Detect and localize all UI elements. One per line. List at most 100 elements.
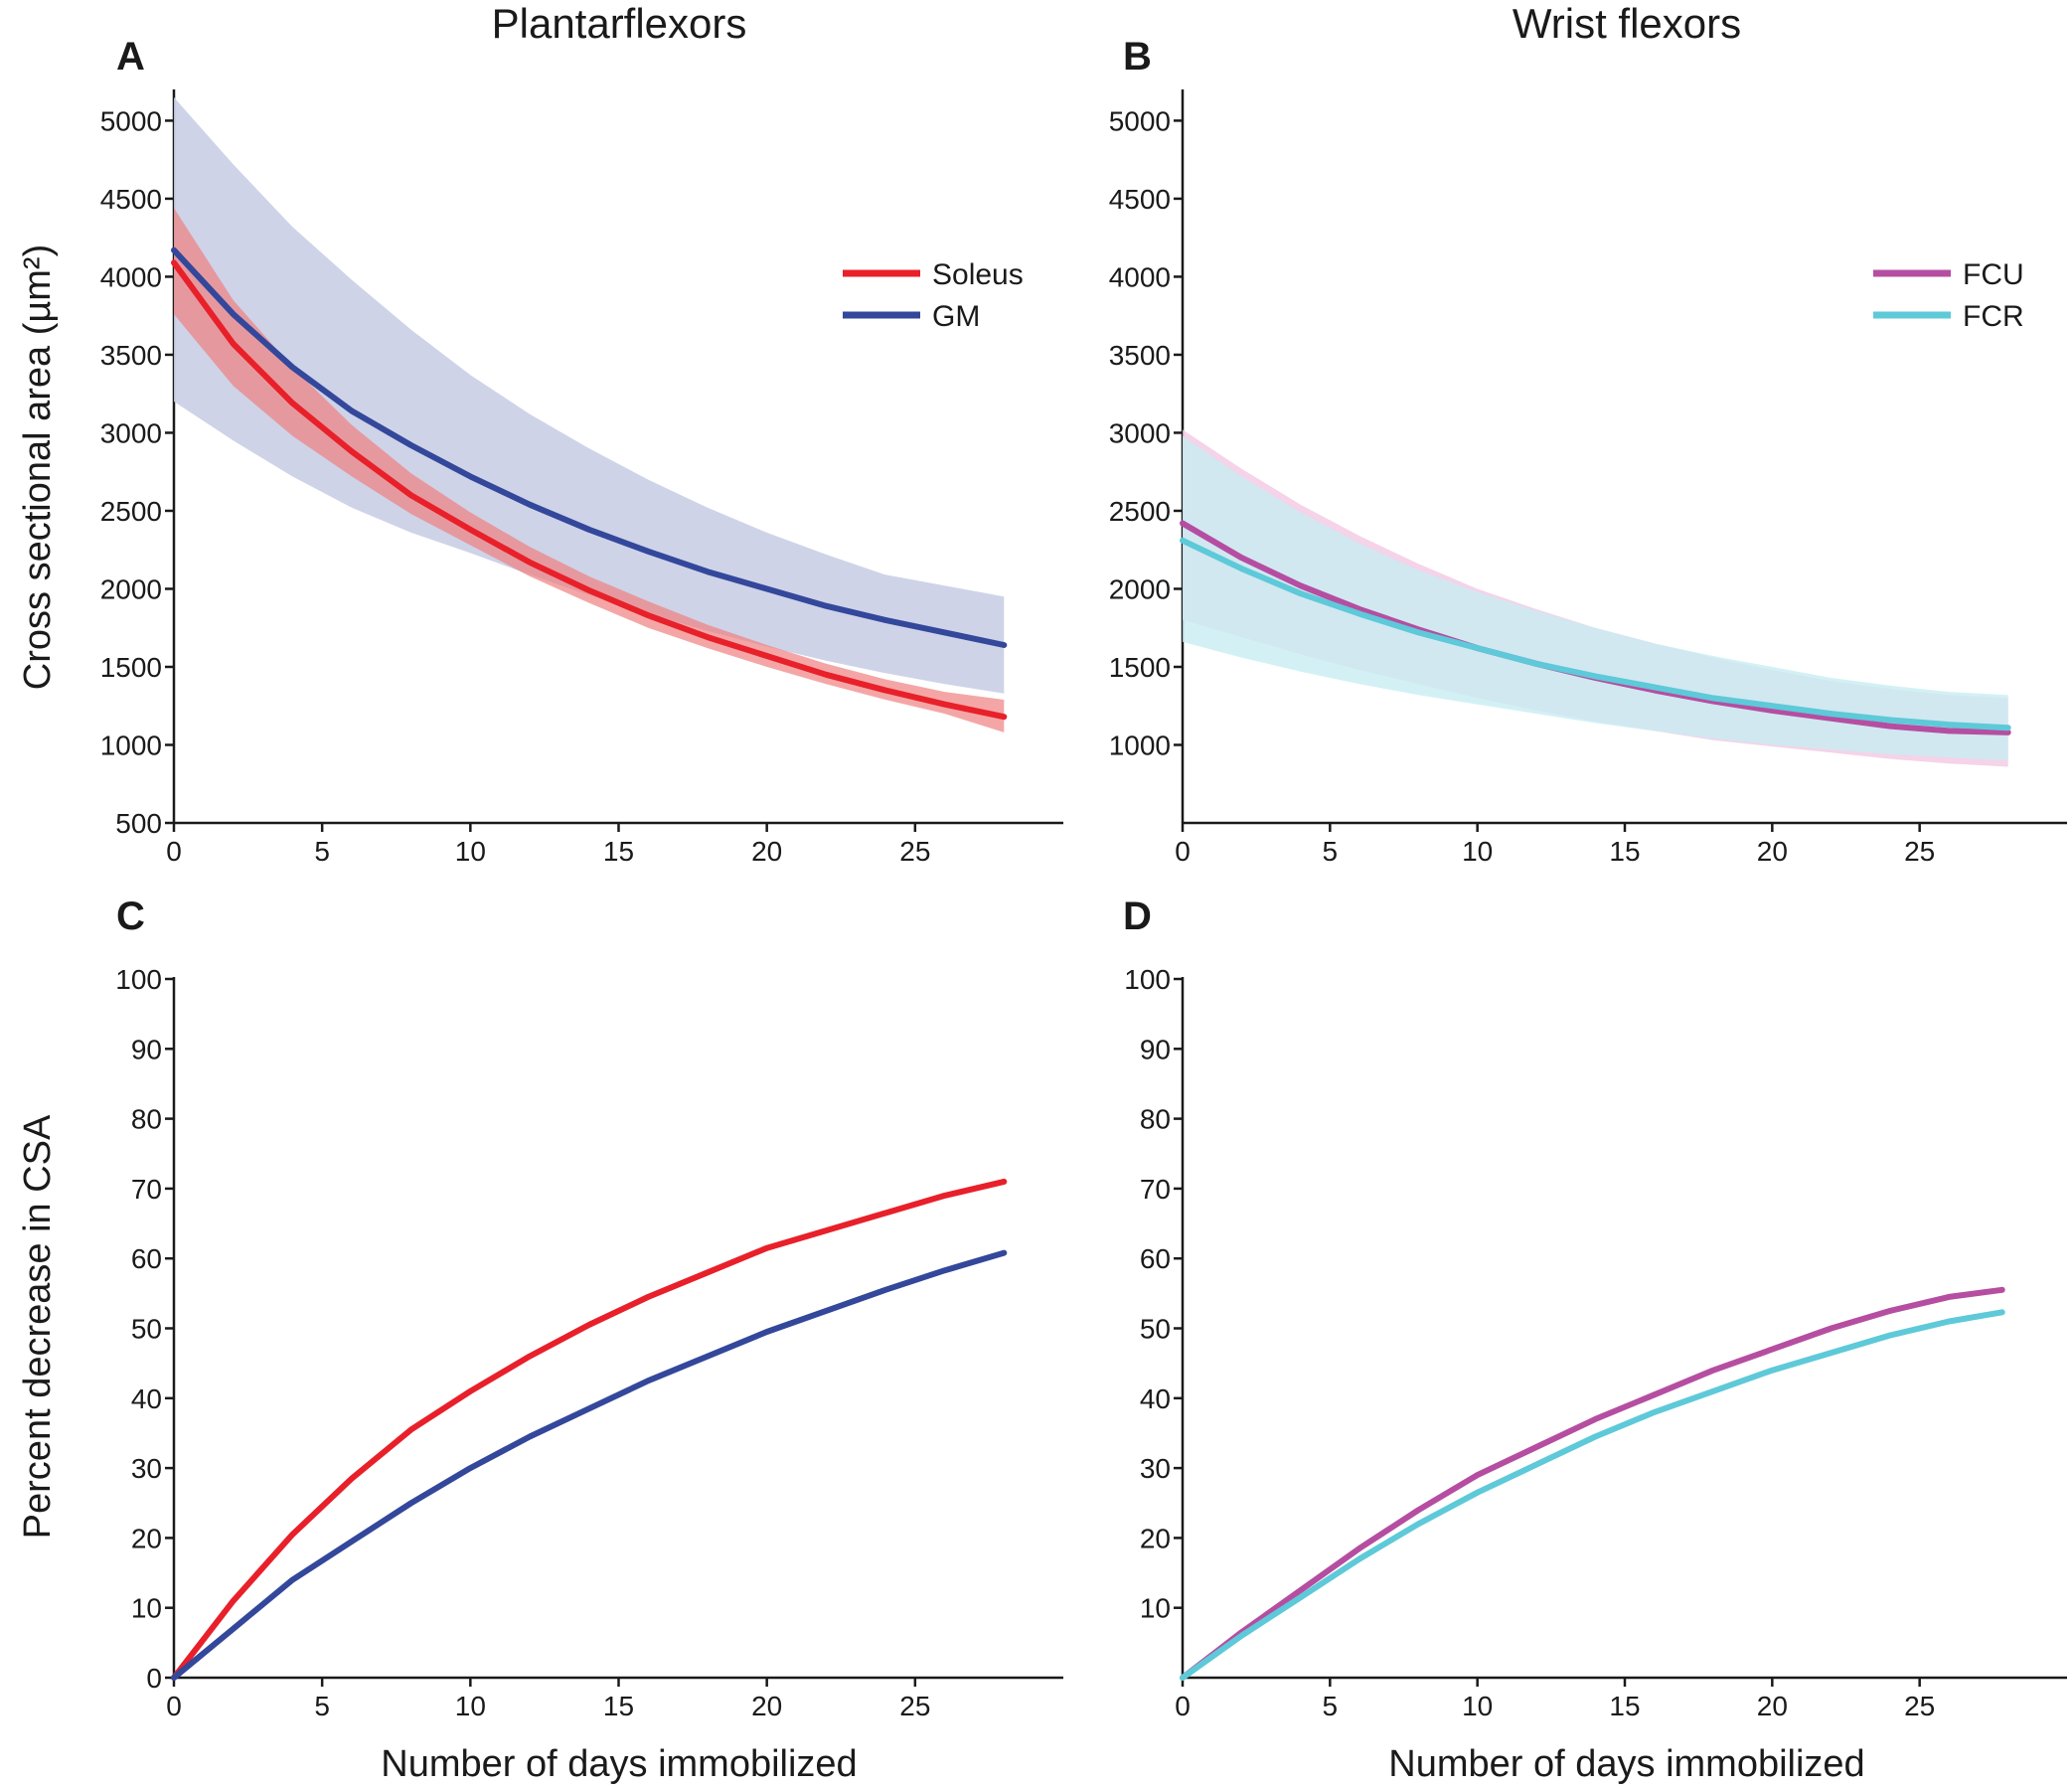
point-c-series-2-0: [171, 1675, 177, 1681]
point-a-soleus-12: [882, 687, 888, 694]
y-tick-label-a-2500: 2500: [100, 496, 162, 527]
y-tick-label-a-5000: 5000: [100, 105, 162, 136]
line-d-series-1: [1180, 1286, 2005, 1681]
y-tick-label-a-4000: 4000: [100, 261, 162, 292]
point-d-series-2-5: [1475, 1490, 1481, 1496]
y-tick-label-d-80: 80: [1140, 1104, 1171, 1135]
point-c-series-2-8: [645, 1378, 651, 1383]
point-a-soleus-2: [289, 401, 295, 407]
panel-letter-a: A: [116, 35, 145, 79]
x-tick-label-a-0: 0: [166, 836, 182, 867]
y-tick-label-d-20: 20: [1140, 1523, 1171, 1553]
point-a-soleus-0: [171, 259, 177, 265]
y-tick-label-d-70: 70: [1140, 1174, 1171, 1205]
point-d-series-1-2: [1298, 1587, 1304, 1593]
point-d-series-1-6: [1533, 1444, 1539, 1450]
point-d-series-2-4: [1415, 1521, 1421, 1527]
band-a-gm: [174, 96, 1005, 694]
y-tick-label-d-90: 90: [1140, 1034, 1171, 1064]
x-tick-label-d-15: 15: [1609, 1691, 1640, 1721]
point-c-series-1-14: [1001, 1179, 1007, 1185]
legend-label-fcr: FCR: [1963, 300, 2024, 333]
point-d-series-1-5: [1475, 1472, 1481, 1478]
point-d-series-2-10: [1769, 1368, 1775, 1374]
point-a-soleus-3: [349, 448, 355, 454]
y-tick-label-b-4000: 4000: [1109, 261, 1171, 292]
x-tick-label-a-20: 20: [751, 836, 782, 867]
point-b-fcr-12: [1887, 717, 1893, 724]
x-tick-label-c-25: 25: [899, 1691, 930, 1721]
point-a-gm-10: [764, 585, 770, 592]
y-tick-label-c-50: 50: [131, 1314, 162, 1345]
point-a-gm-9: [705, 569, 711, 574]
point-d-series-2-13: [1946, 1318, 1952, 1325]
x-tick-label-d-25: 25: [1904, 1691, 1935, 1721]
point-a-soleus-10: [764, 653, 770, 659]
point-a-gm-1: [231, 311, 237, 317]
legend-label-fcu: FCU: [1963, 258, 2024, 291]
point-c-series-1-13: [942, 1193, 948, 1199]
point-c-series-1-12: [882, 1210, 888, 1217]
panel-letter-b: B: [1123, 35, 1152, 79]
point-d-series-2-6: [1533, 1462, 1539, 1468]
point-b-fcu-11: [1829, 716, 1834, 722]
point-d-series-2-14: [1999, 1309, 2005, 1315]
line-c-series-2: [171, 1249, 1008, 1681]
point-a-soleus-6: [527, 560, 533, 566]
point-d-series-2-3: [1356, 1555, 1362, 1562]
point-c-series-1-6: [527, 1354, 533, 1360]
x-axis-label-left: Number of days immobilized: [381, 1743, 857, 1785]
x-tick-label-b-15: 15: [1609, 836, 1640, 867]
point-c-series-2-13: [942, 1267, 948, 1273]
point-c-series-2-1: [231, 1626, 237, 1632]
y-tick-label-c-40: 40: [131, 1383, 162, 1414]
y-tick-label-b-3500: 3500: [1109, 340, 1171, 371]
point-a-soleus-7: [586, 587, 592, 593]
point-b-fcr-11: [1829, 711, 1834, 717]
point-c-series-1-11: [823, 1227, 829, 1233]
point-c-series-2-7: [586, 1405, 592, 1411]
y-tick-label-d-60: 60: [1140, 1243, 1171, 1274]
x-tick-label-d-20: 20: [1757, 1691, 1788, 1721]
point-c-series-1-5: [467, 1388, 473, 1394]
point-a-soleus-11: [823, 672, 829, 678]
point-b-fcu-10: [1769, 708, 1775, 714]
point-b-fcu-12: [1887, 724, 1893, 730]
point-b-fcr-3: [1356, 611, 1362, 617]
point-b-fcu-1: [1238, 555, 1244, 561]
y-tick-label-b-2500: 2500: [1109, 496, 1171, 527]
point-d-series-1-13: [1946, 1294, 1952, 1300]
panel-a-csa-plantarflexors: A 500 1000 1500 2000 2500 3000 3500 4000 4500 5000…: [100, 35, 1063, 867]
point-b-fcu-2: [1298, 582, 1304, 588]
point-c-series-1-7: [586, 1322, 592, 1328]
y-tick-label-c-80: 80: [131, 1104, 162, 1135]
point-c-series-2-11: [823, 1308, 829, 1314]
point-d-series-1-4: [1415, 1507, 1421, 1513]
line-d-series-2: [1180, 1309, 2005, 1681]
point-d-series-2-9: [1710, 1388, 1716, 1394]
point-b-fcr-1: [1238, 566, 1244, 571]
point-d-series-1-10: [1769, 1347, 1775, 1353]
point-d-series-2-2: [1298, 1594, 1304, 1600]
point-c-series-2-12: [882, 1287, 888, 1293]
y-tick-label-a-2000: 2000: [100, 573, 162, 604]
x-tick-label-a-25: 25: [899, 836, 930, 867]
x-tick-label-d-10: 10: [1462, 1691, 1493, 1721]
point-d-series-1-8: [1652, 1391, 1658, 1397]
panel-c-percent-plantarflexors: C 0 10 20 30 40 50 60 70 80 90 100 0 5 10 15 20 25: [115, 894, 1063, 1721]
x-tick-label-a-10: 10: [455, 836, 486, 867]
line-c-series-1: [171, 1178, 1008, 1681]
point-d-series-1-11: [1829, 1325, 1834, 1332]
point-b-fcr-13: [1946, 722, 1952, 728]
point-a-gm-11: [823, 603, 829, 609]
y-tick-label-d-10: 10: [1140, 1593, 1171, 1624]
legend-label-soleus: Soleus: [932, 258, 1024, 291]
point-c-series-1-8: [645, 1294, 651, 1300]
point-a-soleus-14: [1001, 714, 1007, 720]
y-tick-label-c-100: 100: [115, 964, 162, 995]
point-a-gm-6: [527, 502, 533, 508]
point-a-gm-12: [882, 617, 888, 623]
x-tick-label-c-10: 10: [455, 1691, 486, 1721]
band-b-fcr: [1183, 435, 2008, 761]
point-a-gm-14: [1001, 642, 1007, 648]
